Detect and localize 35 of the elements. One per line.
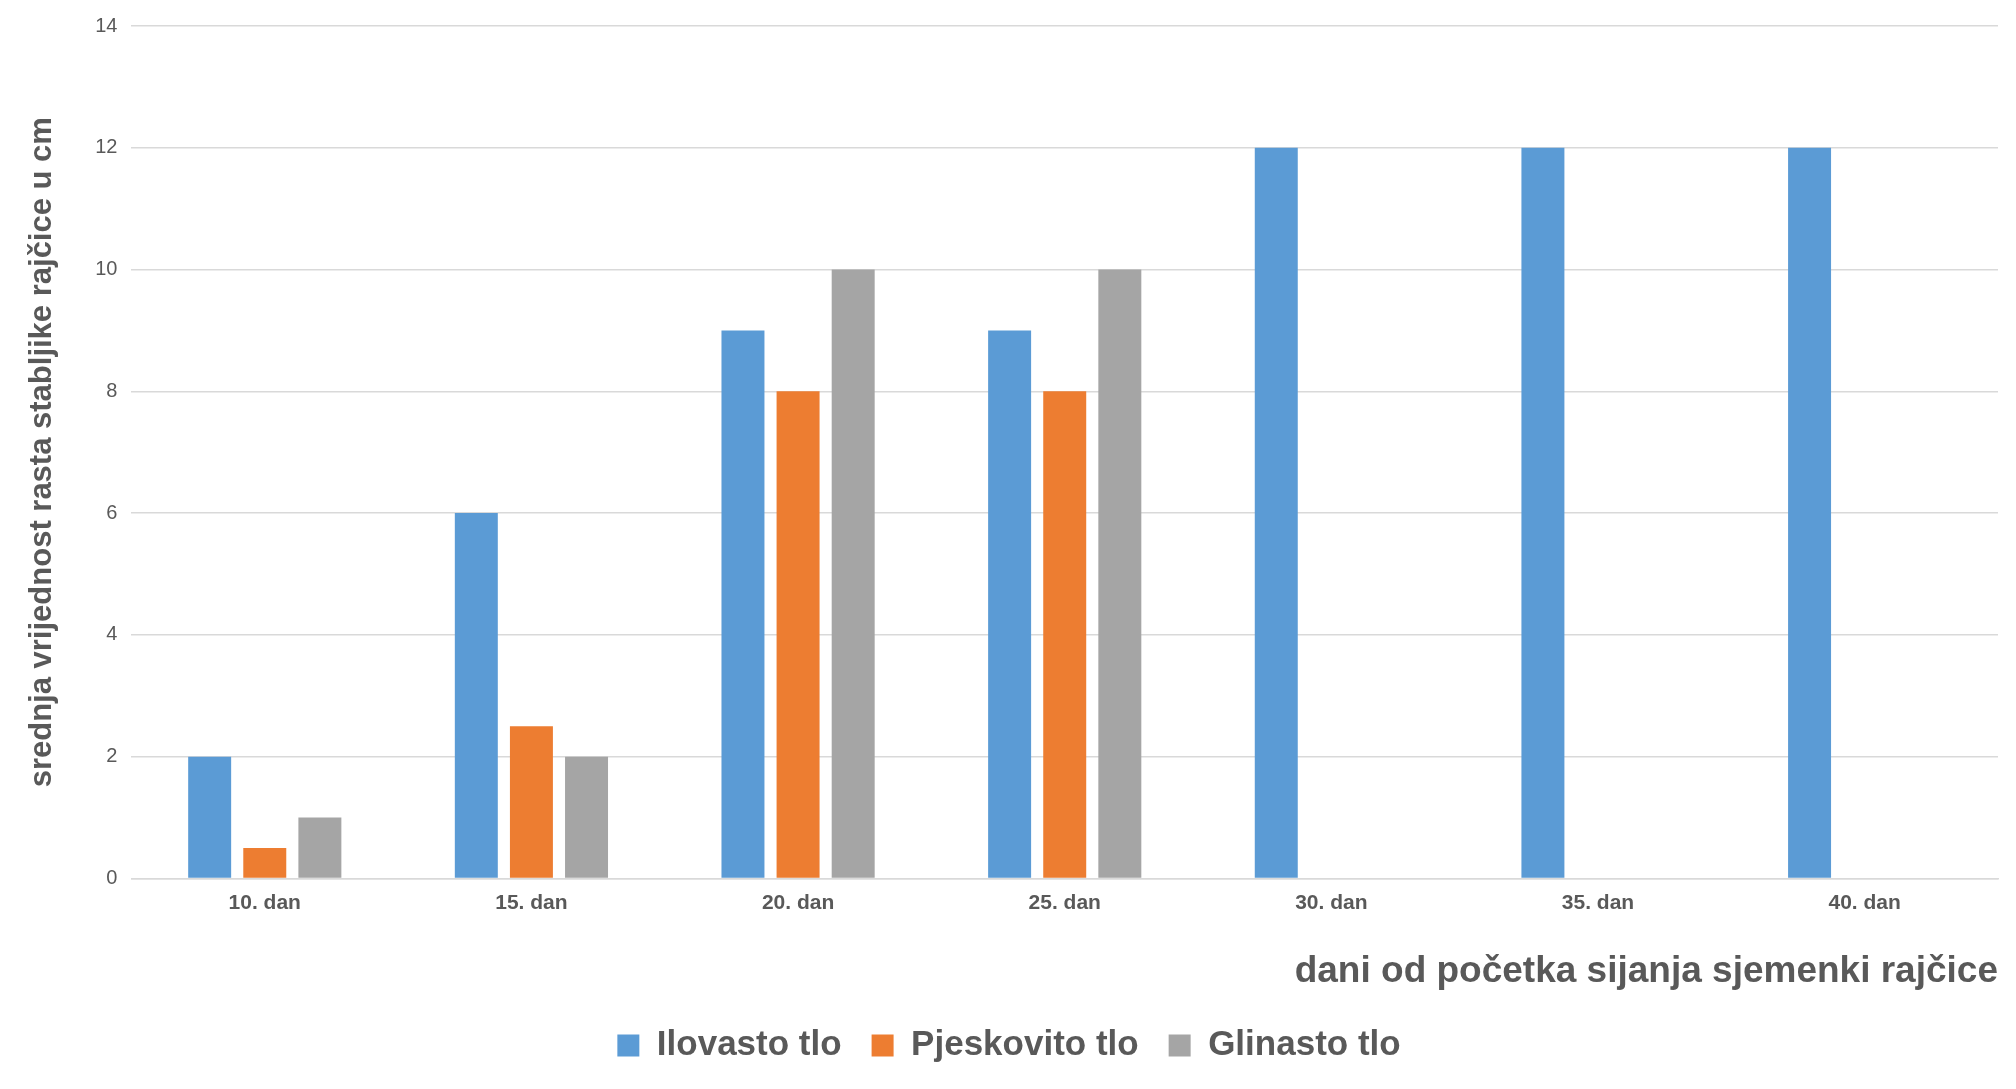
bar [1098, 269, 1142, 878]
bar [1521, 147, 1565, 878]
bar [188, 756, 232, 878]
y-tick-label: 4 [106, 622, 118, 645]
x-tick-label: 10. dan [228, 889, 301, 913]
bar [298, 817, 342, 878]
legend-label: Glinasto tlo [1208, 1023, 1401, 1063]
x-tick-label: 30. dan [1295, 889, 1368, 913]
legend-label: Ilovasto tlo [656, 1023, 842, 1063]
bar [1043, 391, 1087, 878]
x-tick-label: 20. dan [761, 889, 835, 913]
y-tick-label: 0 [106, 865, 118, 888]
y-tick-label: 6 [106, 500, 118, 523]
x-tick-label: 35. dan [1561, 889, 1635, 913]
x-tick-label: 15. dan [495, 889, 568, 913]
y-tick-label: 8 [106, 378, 118, 401]
y-tick-label: 2 [106, 744, 118, 767]
bar [454, 513, 498, 878]
x-tick-label: 40. dan [1828, 889, 1901, 913]
bar [243, 847, 287, 878]
y-tick-label: 12 [95, 135, 118, 158]
y-tick-label: 10 [95, 257, 118, 280]
bar [776, 391, 820, 878]
bar [1788, 147, 1832, 878]
bar [565, 756, 609, 878]
y-axis-title: srednja vrijednost rasta stabljike rajčice u cm [23, 117, 59, 788]
bar [509, 726, 553, 878]
bar [721, 330, 765, 878]
x-tick-label: 25. dan [1028, 889, 1101, 913]
x-axis-title: dani od početka sijanja sjemenki rajčice [1294, 949, 1998, 990]
bar [1254, 147, 1298, 878]
legend-label: Pjeskovito tlo [911, 1023, 1139, 1063]
bar [988, 330, 1032, 878]
y-tick-label: 14 [95, 13, 118, 36]
bar [831, 269, 875, 878]
